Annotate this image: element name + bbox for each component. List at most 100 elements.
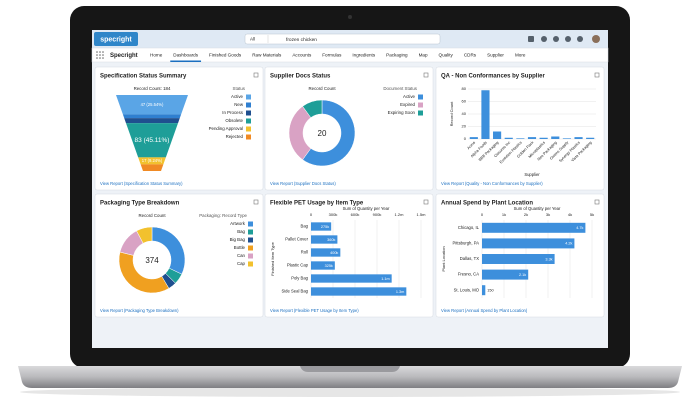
funnel-segment <box>124 118 180 124</box>
view-report-link[interactable]: View Report (Packaging Type Breakdown) <box>100 308 179 313</box>
bar <box>562 138 571 139</box>
expand-icon[interactable] <box>253 72 259 78</box>
y-tick-label: St. Louis, MO <box>454 287 480 292</box>
notch <box>300 366 400 372</box>
panel-title: Packaging Type Breakdown <box>100 201 180 207</box>
x-tick-label: 1.2m <box>395 212 405 217</box>
legend-swatch <box>246 102 251 108</box>
legend-label: Obsolete <box>225 118 243 123</box>
expand-icon[interactable] <box>594 72 600 78</box>
data-label: 3.3k <box>545 257 552 261</box>
dashboard-panel: QA - Non Conformances by Supplier 0 20 40 60… <box>435 66 605 191</box>
bar <box>482 222 586 233</box>
y-tick-label: 80 <box>462 86 467 91</box>
expand-icon[interactable] <box>253 199 259 205</box>
y-tick-label: Pittsburgh, PA <box>453 241 480 246</box>
y-tick-label: Dallas, TX <box>460 256 479 261</box>
legend-label: Cap <box>237 261 246 266</box>
nav-tab[interactable]: Quality <box>439 53 454 58</box>
funnel-segment <box>116 95 188 115</box>
legend-swatch <box>248 229 253 235</box>
legend-title: Packaging: Record Type <box>199 213 247 218</box>
y-tick-label: 0 <box>464 136 467 141</box>
dashboard-panel: Supplier Docs Status Record Count 20 Docume… <box>264 66 434 191</box>
x-tick-label: Acme <box>467 141 477 151</box>
legend-swatch <box>248 221 253 227</box>
legend-label: Active <box>403 94 416 99</box>
legend-label: Pending Approval <box>209 126 243 131</box>
bar <box>482 285 486 296</box>
dashboard-panel: Specification Status Summary Record Count… <box>94 66 264 191</box>
y-axis-label: Plant Location <box>441 246 446 271</box>
bar <box>551 136 560 139</box>
data-label: 1.3m <box>396 290 404 294</box>
view-report-link[interactable]: View Report (Annual Spend by Plant Locat… <box>441 308 528 313</box>
logo: specright <box>100 36 132 43</box>
data-label: 17 (9.24%) <box>142 158 163 163</box>
nav-tab[interactable]: Map <box>419 53 428 58</box>
laptop-base <box>18 366 682 388</box>
x-tick-label: 300k <box>329 212 338 217</box>
funnel-segment <box>122 114 182 119</box>
nav-tab[interactable]: Supplier <box>487 53 504 58</box>
nav-tab[interactable]: Ingredients <box>352 53 375 58</box>
chart-subtitle: Record Count <box>308 86 336 91</box>
view-report-link[interactable]: View Report (Supplier Docs Status) <box>270 181 336 186</box>
funnel-segment <box>140 164 164 171</box>
legend-label: Can <box>237 253 246 258</box>
data-label: 275k <box>321 225 329 229</box>
data-label: 4.2k <box>565 242 572 246</box>
data-label: 1.1m <box>381 277 389 281</box>
nav-tab[interactable]: CDRs <box>464 53 477 58</box>
legend-swatch <box>248 253 253 259</box>
view-report-link[interactable]: View Report (Quality - Non Conformances … <box>441 181 543 186</box>
legend-label: Bottle <box>234 245 246 250</box>
bar <box>481 90 490 139</box>
bar <box>574 137 583 139</box>
x-tick-label: 0 <box>481 212 484 217</box>
data-label: 83 (45.11%) <box>135 137 170 144</box>
y-tick-label: 60 <box>462 99 467 104</box>
legend-label: Bag <box>237 229 245 234</box>
funnel-segment <box>125 123 179 158</box>
y-axis-label: Record Count <box>449 101 454 127</box>
nav-tab[interactable]: Packaging <box>386 53 408 58</box>
legend-swatch <box>418 102 423 108</box>
x-tick-label: 3k <box>546 212 550 217</box>
x-tick-label: 1k <box>502 212 506 217</box>
legend-title: Document Status <box>383 86 417 91</box>
expand-icon[interactable] <box>423 199 429 205</box>
nav-tab[interactable]: Finished Goods <box>209 53 242 58</box>
view-report-link[interactable]: View Report (Specification Status Summar… <box>100 181 183 186</box>
x-tick-label: 2k <box>524 212 528 217</box>
legend-swatch <box>246 134 251 140</box>
data-label: 150 <box>487 289 493 293</box>
nav-tab[interactable]: Raw Materials <box>252 53 282 58</box>
legend-swatch <box>246 118 251 124</box>
nav-tab[interactable]: More <box>515 53 526 58</box>
y-tick-label: Chicago, IL <box>458 225 480 230</box>
y-tick-label: Poly Bag <box>291 276 308 281</box>
search-box[interactable] <box>244 33 441 45</box>
search-query[interactable]: frozen chicken <box>286 37 317 43</box>
header-icons[interactable] <box>528 35 600 43</box>
x-axis-label: Sum of Quantity per Year <box>343 206 390 211</box>
nav-tab[interactable]: Formulas <box>322 53 342 58</box>
search-scope[interactable]: All <box>250 37 255 42</box>
nav-tab[interactable]: Home <box>150 53 163 58</box>
app-launcher[interactable] <box>96 51 104 59</box>
data-label: 360k <box>327 238 335 242</box>
nav-tab[interactable]: Accounts <box>292 53 312 58</box>
camera <box>348 15 352 19</box>
x-axis-label: Supplier <box>524 172 540 177</box>
data-label: 325k <box>325 264 333 268</box>
y-tick-label: Side Seal Bag <box>281 289 308 294</box>
view-report-link[interactable]: View Report (Flexible PET Usage by Item … <box>270 308 359 313</box>
donut-total: 20 <box>318 129 327 138</box>
legend-label: New <box>234 102 244 107</box>
nav-tab[interactable]: Dashboards <box>173 53 198 58</box>
expand-icon[interactable] <box>423 72 429 78</box>
expand-icon[interactable] <box>594 199 600 205</box>
